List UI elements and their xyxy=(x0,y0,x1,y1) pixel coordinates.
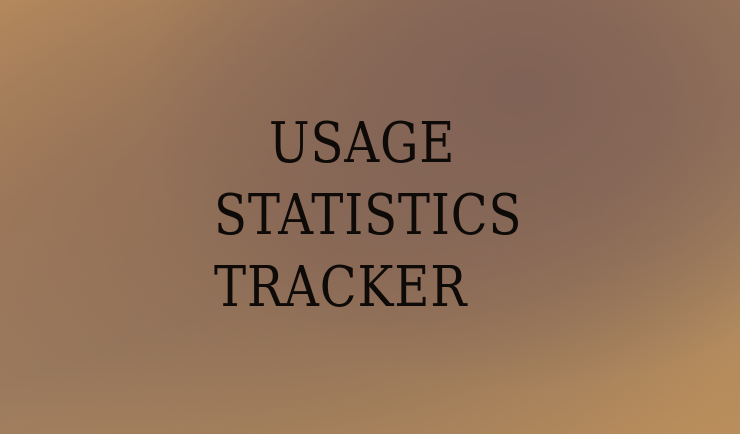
title-line-tracker: TRACKER xyxy=(214,255,468,320)
title-line-usage: USAGE xyxy=(269,111,456,176)
title-line-statistics: STATISTICS xyxy=(214,183,523,248)
page-title: USAGE STATISTICS TRACKER xyxy=(214,108,614,324)
